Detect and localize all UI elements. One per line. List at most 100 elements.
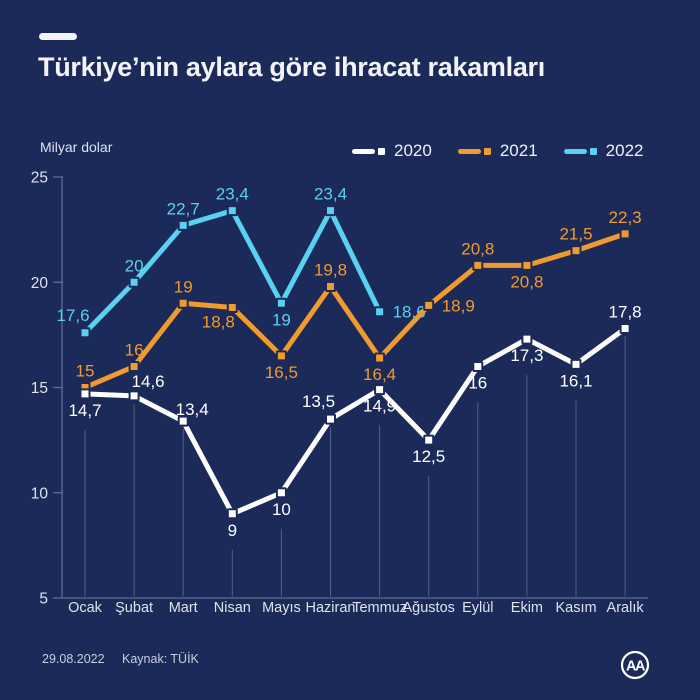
- data-label-2020: 13,4: [176, 400, 209, 419]
- data-point-2020: [177, 415, 189, 427]
- data-label-2020: 12,5: [412, 447, 445, 466]
- data-label-2020: 17,3: [510, 346, 543, 365]
- data-point-2021: [619, 228, 631, 240]
- series-line-2021: [82, 231, 628, 390]
- legend-line-icon-2021: [457, 148, 481, 154]
- data-label-2020: 17,8: [609, 303, 642, 322]
- data-label-2020: 16: [468, 373, 487, 392]
- x-tick-label: Aralık: [607, 600, 645, 616]
- legend-item-2022: 2022: [563, 141, 643, 161]
- chart-legend: 2020 2021 2022: [352, 141, 643, 161]
- data-label-2020: 14,9: [363, 397, 396, 416]
- series-2021: 15 16 19 18,8 16,5 19,8 16,4 18,9 20,8 20,8 21,5 22…: [76, 208, 642, 393]
- footer-source: Kaynak: TÜİK: [122, 652, 199, 666]
- y-tick-label: 20: [31, 275, 49, 292]
- legend-swatch-2021: [457, 147, 491, 155]
- data-point-2021: [423, 299, 435, 311]
- data-label-2021: 18,9: [442, 296, 475, 315]
- legend-line-icon-2022: [563, 148, 587, 154]
- svg-text:AA: AA: [626, 659, 646, 675]
- data-label-2021: 19,8: [314, 260, 347, 279]
- data-label-2021: 21,5: [559, 225, 592, 244]
- x-tick-label: Eylül: [462, 600, 493, 616]
- data-point-2020: [128, 390, 140, 402]
- x-tick-label: Şubat: [115, 600, 153, 616]
- data-point-2022: [374, 306, 386, 318]
- data-label-2021: 16,4: [363, 365, 396, 384]
- y-tick-label: 25: [31, 170, 48, 187]
- legend-square-icon-2022: [589, 147, 597, 155]
- data-point-2022: [226, 205, 238, 217]
- x-tick-label: Ağustos: [402, 600, 454, 616]
- footer-date: 29.08.2022: [42, 652, 105, 666]
- legend-swatch-2020: [352, 147, 385, 155]
- x-tick-label: Ocak: [68, 600, 103, 616]
- data-label-2021: 20,8: [461, 239, 494, 258]
- data-label-2022: 20: [125, 256, 144, 275]
- aa-agency-logo-icon: AA: [620, 650, 650, 680]
- data-label-2021: 16: [125, 340, 144, 359]
- y-tick-label: 5: [39, 591, 48, 608]
- data-point-2020: [226, 508, 238, 520]
- data-point-2021: [177, 297, 189, 309]
- data-label-2021: 15: [76, 362, 95, 381]
- data-point-2020: [79, 388, 91, 400]
- data-point-2022: [325, 205, 336, 217]
- data-label-2020: 10: [272, 500, 291, 519]
- data-point-2020: [275, 487, 287, 499]
- data-label-2022: 17,6: [56, 306, 89, 325]
- data-label-2022: 23,4: [216, 185, 249, 204]
- legend-line-icon-2020: [352, 148, 375, 154]
- data-point-2021: [275, 350, 287, 362]
- legend-item-2020: 2020: [352, 141, 432, 161]
- data-point-2020: [570, 358, 582, 370]
- data-label-2022: 22,7: [167, 199, 200, 218]
- data-label-2020: 13,5: [302, 392, 335, 411]
- data-label-2022: 23,4: [314, 185, 347, 204]
- data-label-2021: 18,8: [202, 313, 235, 332]
- data-point-2020: [521, 333, 533, 345]
- legend-square-icon-2021: [483, 147, 491, 155]
- x-tick-label: Haziran: [306, 600, 356, 616]
- data-point-2020: [423, 434, 435, 446]
- y-tick-label: 15: [31, 380, 48, 397]
- x-tick-label: Kasım: [555, 600, 596, 616]
- series-2020: 14,7 14,6 13,4 9 10 13,5 14,9 12,5 16 17,3 16,1 17,…: [68, 303, 641, 540]
- series-line-2020: [82, 326, 628, 517]
- data-label-2020: 14,7: [68, 401, 101, 420]
- data-label-2020: 16,1: [559, 371, 592, 390]
- data-label-2021: 16,5: [265, 363, 298, 382]
- data-label-2022: 19: [272, 310, 291, 329]
- data-point-2021: [521, 259, 533, 271]
- data-label-2020: 9: [228, 521, 237, 540]
- legend-item-2021: 2021: [457, 141, 538, 161]
- legend-label-2020: 2020: [394, 141, 432, 160]
- x-tick-label: Mayıs: [262, 600, 301, 616]
- x-tick-label: Temmuz: [352, 600, 407, 616]
- legend-label-2021: 2021: [499, 141, 538, 160]
- data-point-2021: [226, 302, 238, 314]
- data-label-2021: 19: [174, 277, 193, 296]
- data-point-2020: [619, 323, 631, 335]
- data-point-2022: [79, 327, 91, 339]
- page-title: Türkiye’nin aylara göre ihracat rakamlar…: [38, 52, 545, 82]
- legend-square-icon-2020: [378, 147, 385, 155]
- data-point-2021: [325, 280, 336, 292]
- data-point-2021: [570, 245, 582, 257]
- data-point-2021: [374, 352, 386, 364]
- data-label-2020: 14,6: [132, 372, 165, 391]
- data-point-2021: [472, 259, 484, 271]
- y-axis-unit-label: Milyar dolar: [40, 139, 113, 155]
- x-tick-label: Ekim: [511, 600, 543, 616]
- legend-swatch-2022: [563, 147, 597, 155]
- y-tick-label: 10: [31, 485, 49, 502]
- data-point-2022: [177, 219, 189, 231]
- data-label-2021: 22,3: [609, 208, 642, 227]
- data-label-2021: 20,8: [510, 272, 543, 291]
- title-accent-dash: [39, 33, 77, 40]
- data-point-2021: [128, 360, 140, 372]
- x-tick-label: Nisan: [214, 600, 251, 616]
